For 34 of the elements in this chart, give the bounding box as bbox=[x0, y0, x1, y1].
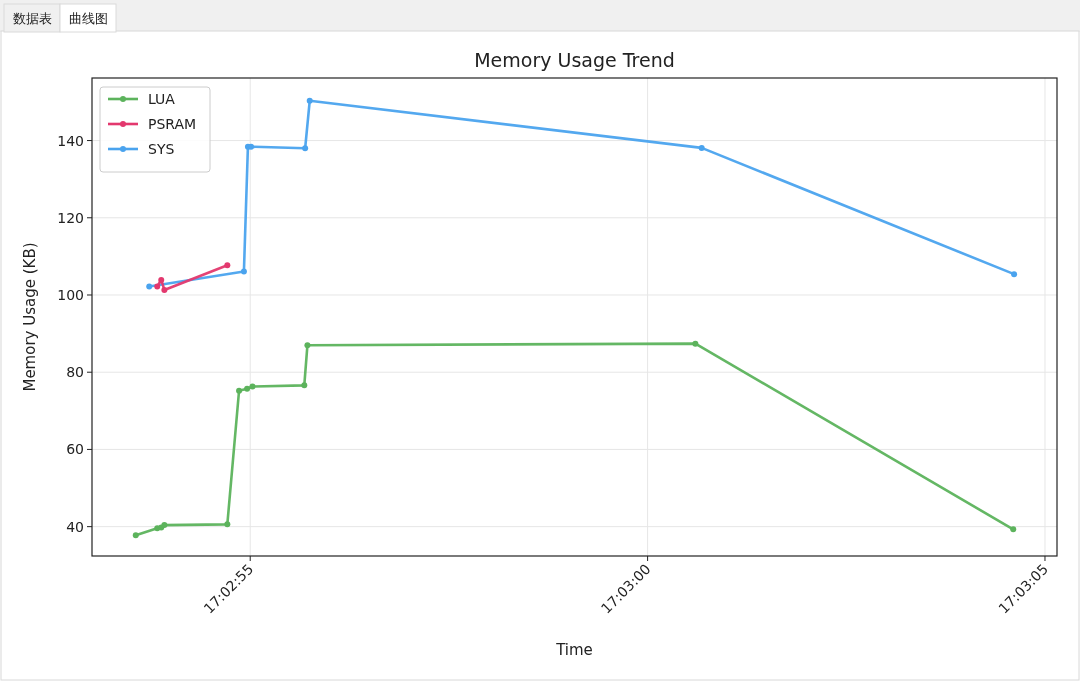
point bbox=[240, 268, 247, 275]
y-tick-label: 140 bbox=[57, 132, 84, 149]
point bbox=[304, 342, 311, 349]
y-axis-title: Memory Usage (KB) bbox=[21, 242, 39, 392]
point bbox=[224, 262, 231, 269]
point bbox=[1010, 526, 1017, 533]
point bbox=[1011, 271, 1018, 278]
point bbox=[154, 283, 161, 290]
y-tick-label: 120 bbox=[57, 209, 84, 226]
legend-label: LUA bbox=[148, 91, 176, 107]
point bbox=[244, 385, 251, 392]
point bbox=[158, 276, 165, 283]
point bbox=[161, 286, 168, 293]
y-tick-label: 100 bbox=[57, 286, 84, 303]
point bbox=[692, 340, 699, 347]
x-axis-title: Time bbox=[555, 641, 593, 659]
y-tick-label: 60 bbox=[66, 441, 84, 458]
point bbox=[146, 283, 153, 290]
text: 曲线图 bbox=[68, 11, 108, 26]
point bbox=[698, 144, 705, 151]
point bbox=[132, 532, 139, 539]
legend-label: SYS bbox=[148, 141, 175, 157]
point bbox=[224, 521, 231, 528]
y-tick-label: 40 bbox=[66, 518, 84, 535]
point bbox=[306, 97, 313, 104]
chart-title: Memory Usage Trend bbox=[474, 49, 675, 71]
legend-label: PSRAM bbox=[148, 116, 197, 132]
point bbox=[248, 143, 255, 150]
point bbox=[302, 145, 309, 152]
point bbox=[236, 387, 243, 394]
text: 数据表 bbox=[12, 11, 52, 26]
y-tick-label: 80 bbox=[66, 364, 84, 381]
point bbox=[249, 383, 256, 390]
point bbox=[301, 382, 308, 389]
